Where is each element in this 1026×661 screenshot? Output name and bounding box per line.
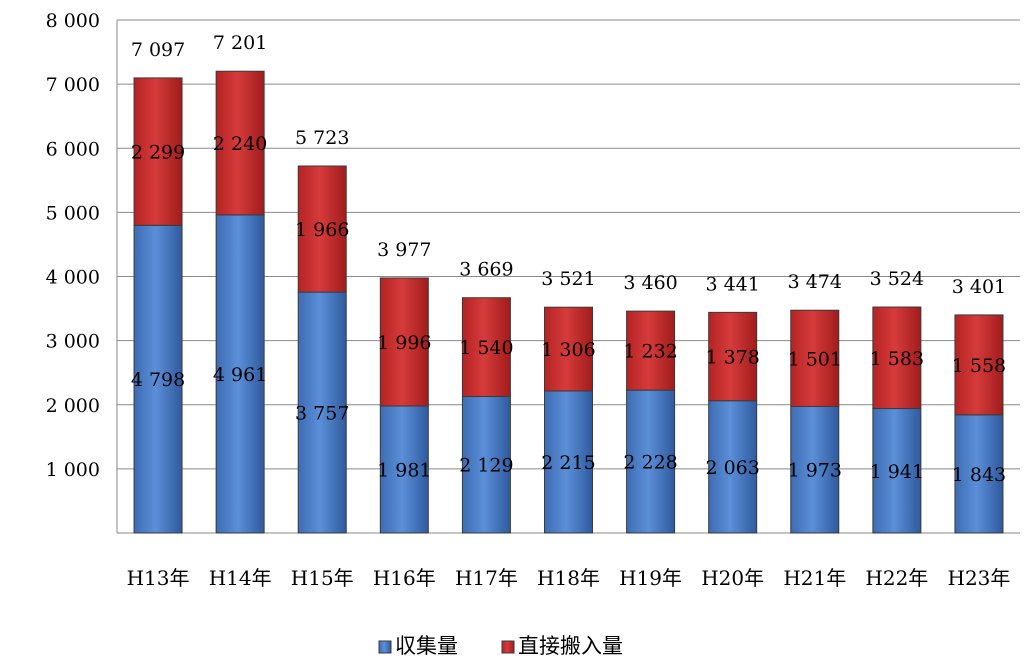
data-label-chokusetsu: 2 240 bbox=[213, 133, 267, 155]
x-tick-label: H14年 bbox=[209, 566, 272, 590]
data-label-shuushuu: 1 981 bbox=[377, 459, 431, 481]
bar-chokusetsu bbox=[872, 306, 922, 410]
data-label-total: 3 669 bbox=[459, 259, 513, 281]
data-label-shuushuu: 1 973 bbox=[788, 460, 842, 482]
legend: 収集量 直接搬入量 bbox=[378, 634, 623, 658]
data-label-chokusetsu: 1 558 bbox=[952, 355, 1006, 377]
data-label-total: 3 977 bbox=[377, 239, 431, 261]
data-label-total: 3 441 bbox=[705, 273, 759, 295]
bar-chokusetsu bbox=[708, 311, 758, 402]
bar-chokusetsu bbox=[215, 70, 265, 216]
data-label-total: 3 524 bbox=[870, 268, 924, 290]
data-label-chokusetsu: 1 996 bbox=[377, 332, 431, 354]
bar-shuushuu bbox=[297, 291, 347, 534]
data-label-shuushuu: 4 798 bbox=[131, 369, 185, 391]
x-tick-label: H22年 bbox=[865, 566, 928, 590]
legend-label: 直接搬入量 bbox=[518, 634, 623, 658]
bar-chokusetsu bbox=[544, 306, 593, 392]
data-label-chokusetsu: 1 583 bbox=[870, 348, 924, 370]
x-tick-label: H13年 bbox=[127, 566, 190, 590]
bar-shuushuu bbox=[626, 389, 676, 534]
data-label-shuushuu: 2 129 bbox=[459, 455, 513, 477]
legend-swatch bbox=[501, 640, 515, 654]
data-label-total: 3 521 bbox=[541, 268, 595, 290]
data-label-shuushuu: 4 961 bbox=[213, 364, 267, 386]
x-tick-label: H18年 bbox=[537, 566, 600, 590]
bar-shuushuu bbox=[544, 390, 593, 534]
bar-shuushuu bbox=[215, 214, 265, 534]
bar-chokusetsu bbox=[461, 297, 511, 397]
data-label-total: 3 474 bbox=[788, 271, 842, 293]
data-label-chokusetsu: 1 501 bbox=[788, 348, 842, 370]
bar-shuushuu bbox=[379, 405, 429, 534]
data-label-total: 5 723 bbox=[295, 127, 349, 149]
x-tick-label: H15年 bbox=[291, 566, 354, 590]
bar-chokusetsu bbox=[626, 310, 676, 391]
data-label-total: 3 401 bbox=[952, 276, 1006, 298]
data-label-chokusetsu: 1 540 bbox=[459, 337, 513, 359]
y-tick-label: 2 000 bbox=[46, 395, 100, 417]
y-tick-label: 4 000 bbox=[46, 267, 100, 289]
bar-chokusetsu bbox=[297, 165, 347, 293]
data-label-total: 7 097 bbox=[131, 39, 185, 61]
x-tick-label: H23年 bbox=[948, 566, 1011, 590]
x-tick-label: H21年 bbox=[783, 566, 846, 590]
bar-shuushuu bbox=[461, 395, 511, 534]
legend-label: 収集量 bbox=[395, 634, 458, 658]
x-tick-label: H20年 bbox=[701, 566, 764, 590]
x-tick-label: H17年 bbox=[455, 566, 518, 590]
bar-chokusetsu bbox=[954, 314, 1004, 416]
data-label-total: 7 201 bbox=[213, 32, 267, 54]
y-tick-label: 7 000 bbox=[46, 74, 100, 96]
x-tick-label: H19年 bbox=[619, 566, 682, 590]
y-tick-label: 3 000 bbox=[46, 331, 100, 353]
data-label-chokusetsu: 1 232 bbox=[623, 341, 677, 363]
data-label-shuushuu: 2 063 bbox=[705, 457, 759, 479]
legend-swatch bbox=[378, 640, 392, 654]
data-label-chokusetsu: 2 299 bbox=[131, 142, 185, 164]
bar-chokusetsu bbox=[133, 77, 183, 226]
bar-chokusetsu bbox=[379, 277, 429, 407]
bar-shuushuu bbox=[790, 405, 840, 534]
data-label-shuushuu: 2 228 bbox=[623, 452, 677, 474]
y-tick-label: 5 000 bbox=[46, 202, 100, 224]
data-label-total: 3 460 bbox=[623, 272, 677, 294]
data-label-chokusetsu: 1 378 bbox=[705, 347, 759, 369]
data-label-shuushuu: 1 941 bbox=[870, 461, 924, 483]
data-label-chokusetsu: 1 966 bbox=[295, 219, 349, 241]
y-tick-label: 8 000 bbox=[46, 10, 100, 32]
data-label-shuushuu: 2 215 bbox=[541, 452, 595, 474]
y-tick-label: 1 000 bbox=[46, 459, 100, 481]
y-tick-label: 6 000 bbox=[46, 138, 100, 160]
bar-chokusetsu bbox=[790, 309, 840, 407]
x-tick-label: H16年 bbox=[373, 566, 436, 590]
data-label-chokusetsu: 1 306 bbox=[541, 339, 595, 361]
data-label-shuushuu: 1 843 bbox=[952, 464, 1006, 486]
data-label-shuushuu: 3 757 bbox=[295, 403, 349, 425]
